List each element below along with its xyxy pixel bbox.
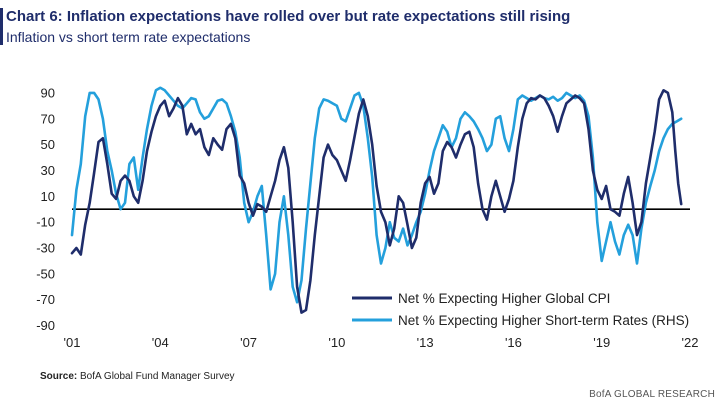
- y-tick-label: -70: [36, 292, 55, 307]
- legend-label: Net % Expecting Higher Short-term Rates …: [398, 313, 689, 328]
- x-tick-label: '22: [682, 335, 699, 350]
- source-text: BofA Global Fund Manager Survey: [80, 371, 235, 382]
- title-accent-bar: [0, 8, 3, 45]
- x-tick-label: '04: [152, 335, 169, 350]
- y-tick-label: -50: [36, 266, 55, 281]
- source-label: Source:: [40, 371, 78, 382]
- x-tick-label: '01: [64, 335, 81, 350]
- x-tick-label: '13: [417, 335, 434, 350]
- series-lines: [70, 86, 683, 314]
- x-tick-label: '07: [240, 335, 257, 350]
- x-tick-label: '16: [505, 335, 522, 350]
- x-axis: '01 '04 '07 '10 '13 '16 '19 '22: [64, 335, 699, 350]
- chart-title: Chart 6: Inflation expectations have rol…: [6, 8, 571, 25]
- y-axis: 90 70 50 30 10 -10 -30 -50 -70 -90: [36, 85, 55, 333]
- legend: Net % Expecting Higher Global CPI Net % E…: [352, 291, 689, 328]
- footer-brand: BofA GLOBAL RESEARCH: [589, 389, 715, 400]
- x-tick-label: '10: [328, 335, 345, 350]
- y-tick-label: 70: [41, 111, 55, 126]
- source-note: Source: BofA Global Fund Manager Survey: [40, 371, 235, 382]
- x-tick-label: '19: [593, 335, 610, 350]
- y-tick-label: 50: [41, 137, 55, 152]
- y-tick-label: -30: [36, 241, 55, 256]
- series-line: [70, 86, 683, 304]
- y-tick-label: 10: [41, 189, 55, 204]
- series-line: [70, 89, 683, 314]
- y-tick-label: 30: [41, 163, 55, 178]
- chart-subtitle: Inflation vs short term rate expectation…: [6, 29, 251, 45]
- y-tick-label: 90: [41, 85, 55, 100]
- y-tick-label: -10: [36, 215, 55, 230]
- y-tick-label: -90: [36, 318, 55, 333]
- legend-label: Net % Expecting Higher Global CPI: [398, 291, 610, 306]
